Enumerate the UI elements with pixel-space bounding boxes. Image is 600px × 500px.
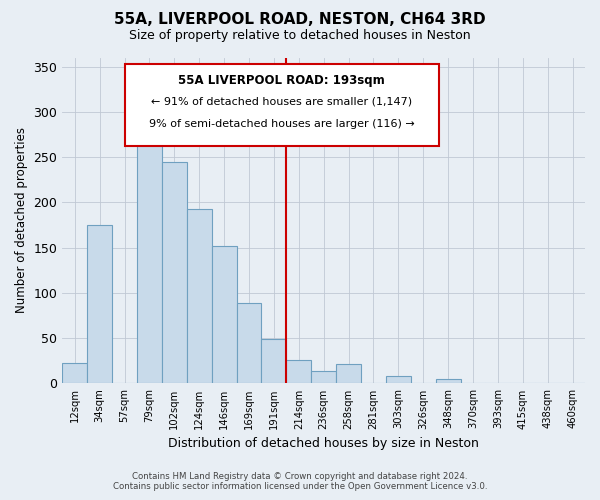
Bar xyxy=(311,371,336,384)
Bar xyxy=(236,303,262,384)
Text: Size of property relative to detached houses in Neston: Size of property relative to detached ho… xyxy=(129,29,471,42)
Bar xyxy=(386,376,411,384)
Bar xyxy=(87,225,112,384)
Bar xyxy=(137,139,162,384)
Bar xyxy=(62,362,87,384)
Text: 55A, LIVERPOOL ROAD, NESTON, CH64 3RD: 55A, LIVERPOOL ROAD, NESTON, CH64 3RD xyxy=(114,12,486,28)
Bar xyxy=(336,364,361,384)
Bar xyxy=(286,360,311,384)
Bar xyxy=(262,339,286,384)
Text: 55A LIVERPOOL ROAD: 193sqm: 55A LIVERPOOL ROAD: 193sqm xyxy=(178,74,385,87)
Bar xyxy=(436,379,461,384)
Text: 9% of semi-detached houses are larger (116) →: 9% of semi-detached houses are larger (1… xyxy=(149,120,415,130)
X-axis label: Distribution of detached houses by size in Neston: Distribution of detached houses by size … xyxy=(168,437,479,450)
Bar xyxy=(162,162,187,384)
FancyBboxPatch shape xyxy=(125,64,439,146)
Bar xyxy=(187,208,212,384)
Text: Contains HM Land Registry data © Crown copyright and database right 2024.
Contai: Contains HM Land Registry data © Crown c… xyxy=(113,472,487,491)
Bar xyxy=(212,246,236,384)
Y-axis label: Number of detached properties: Number of detached properties xyxy=(15,128,28,314)
Text: ← 91% of detached houses are smaller (1,147): ← 91% of detached houses are smaller (1,… xyxy=(151,96,412,106)
